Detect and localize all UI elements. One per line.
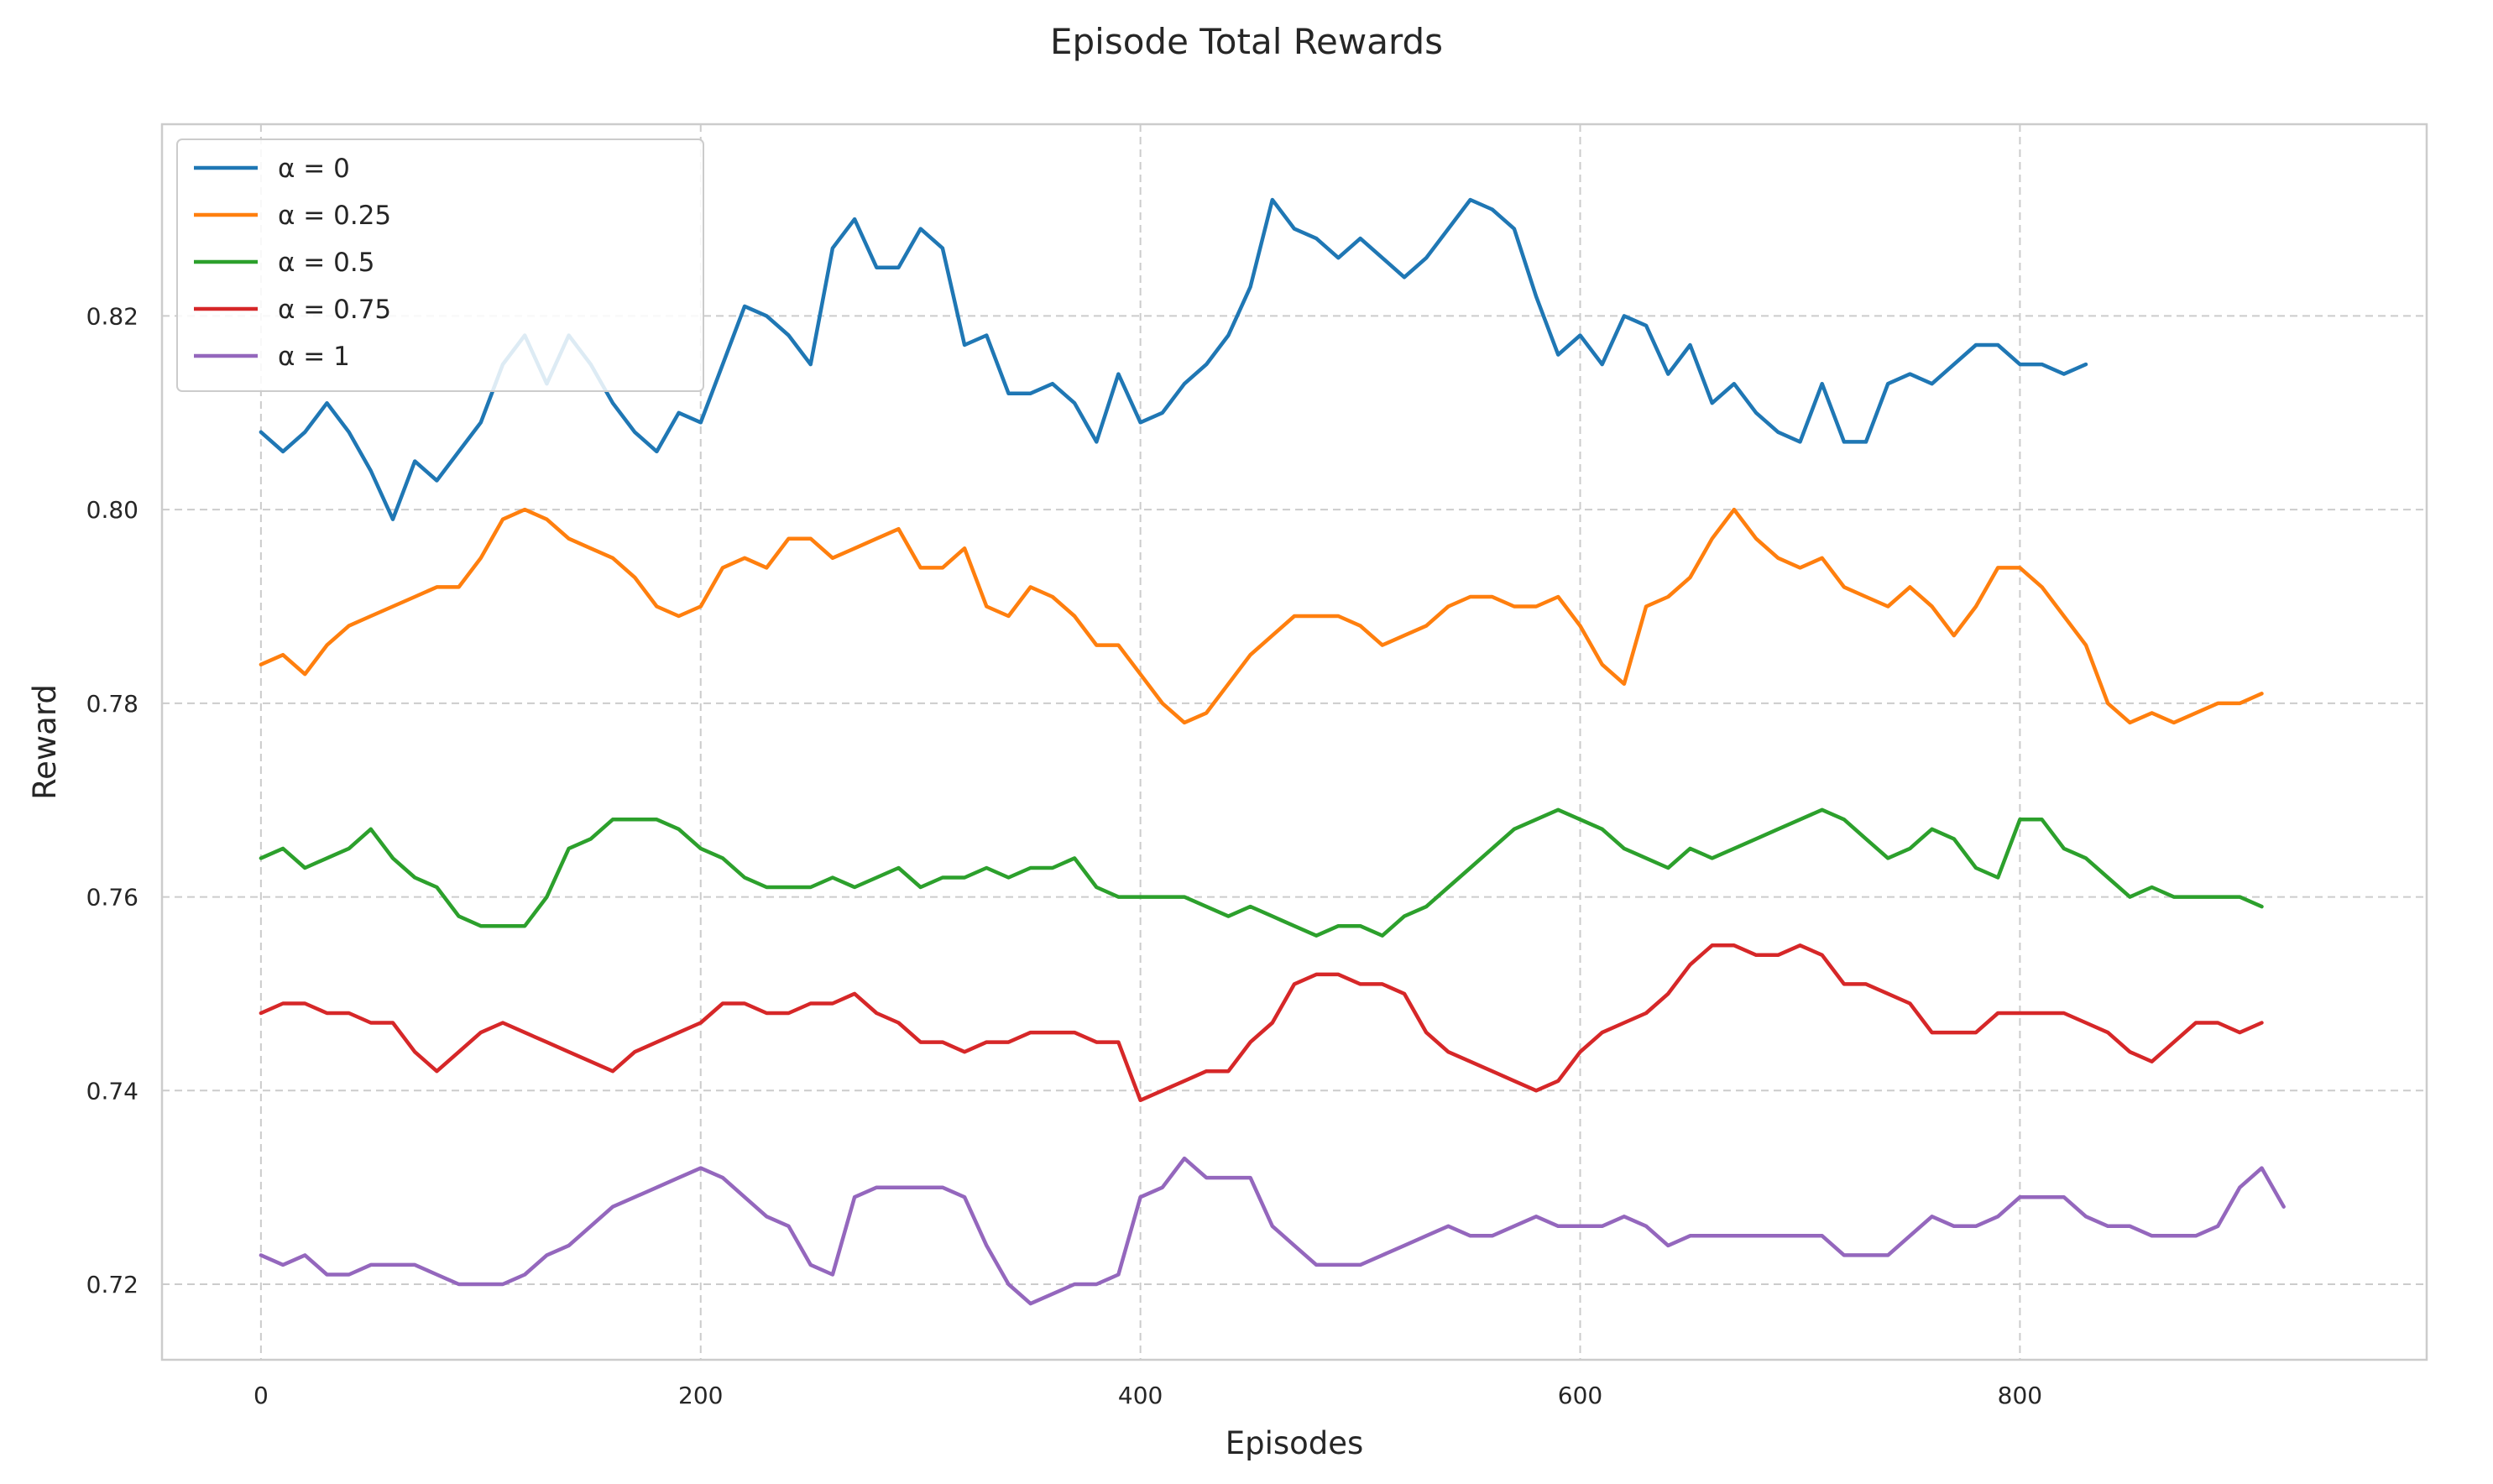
y-tick-label: 0.82 (86, 302, 138, 330)
y-tick-label: 0.72 (86, 1271, 138, 1298)
chart-title: Episode Total Rewards (1050, 21, 1443, 62)
series-line-2 (259, 807, 2264, 938)
y-tick-label: 0.74 (86, 1077, 138, 1105)
y-tick-label: 0.76 (86, 884, 138, 912)
plot-frame (160, 123, 2428, 1361)
legend-label: α = 0 (278, 154, 350, 184)
series-line-1 (259, 507, 2264, 725)
legend-label: α = 1 (278, 342, 350, 372)
legend-label: α = 0.5 (278, 248, 374, 278)
x-tick-label: 200 (678, 1382, 723, 1409)
legend-box (176, 138, 704, 392)
x-tick-label: 400 (1118, 1382, 1163, 1409)
series-line-4 (259, 1156, 2286, 1306)
x-tick-label: 600 (1558, 1382, 1602, 1409)
x-axis-label: Episodes (1226, 1425, 1364, 1461)
x-tick-label: 800 (1998, 1382, 2042, 1409)
x-tick-label: 0 (253, 1382, 269, 1409)
ticks: 0 200 400 600 800 0.72 0.74 0.76 0.78 0.80 0.82 (86, 302, 2042, 1409)
legend: α = 0 α = 0.25 α = 0.5 α = 0.75 α = 1 (176, 138, 704, 392)
y-axis-label: Reward (27, 684, 63, 800)
y-tick-label: 0.80 (86, 496, 138, 524)
legend-label: α = 0.75 (278, 295, 391, 325)
y-tick-label: 0.78 (86, 690, 138, 718)
series-line-3 (259, 943, 2264, 1103)
legend-label: α = 0.25 (278, 201, 391, 231)
